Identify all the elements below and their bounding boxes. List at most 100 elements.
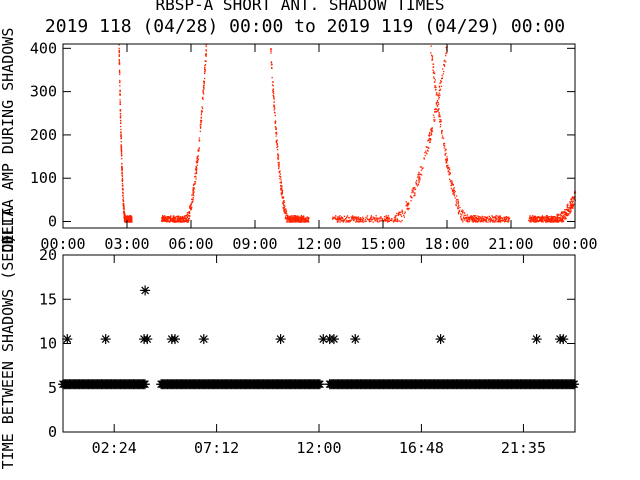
top-data-point (118, 51, 120, 54)
data-point (350, 334, 361, 345)
top-data-point (546, 215, 549, 217)
top-data-point (430, 45, 432, 47)
top-data-point (398, 220, 401, 222)
top-data-point (286, 221, 288, 223)
top-data-point (546, 216, 549, 218)
top-data-point (384, 219, 387, 221)
top-data-point (372, 216, 374, 218)
top-data-point (552, 221, 555, 223)
top-data-point (569, 203, 572, 205)
baseline-data-point (139, 379, 150, 390)
top-data-point (423, 157, 425, 159)
bottom-panel-frame (62, 254, 576, 433)
top-data-point (453, 192, 456, 194)
top-data-point (564, 215, 566, 218)
data-point (62, 334, 73, 345)
top-data-point (358, 218, 360, 221)
top-data-point (445, 159, 447, 161)
top-data-point (118, 54, 120, 57)
top-data-point (499, 218, 502, 220)
top-data-point (467, 216, 469, 218)
top-data-point (535, 217, 537, 219)
top-data-point (472, 219, 474, 221)
top-data-point (392, 220, 395, 222)
top-data-point (283, 204, 285, 206)
top-data-point (449, 180, 452, 182)
top-data-point (571, 206, 573, 209)
top-data-point (281, 186, 283, 188)
top-data-point (500, 216, 502, 219)
top-data-point (280, 182, 282, 184)
top-data-point (446, 159, 449, 161)
top-data-point (457, 198, 459, 201)
top-data-point (412, 187, 415, 190)
top-data-point (534, 215, 537, 218)
top-data-point (176, 221, 179, 223)
top-data-point (343, 219, 346, 222)
top-data-point (282, 196, 285, 198)
top-data-point (118, 47, 120, 49)
top-data-point (335, 218, 337, 220)
top-data-point (185, 219, 187, 222)
top-data-point (477, 216, 480, 218)
top-data-point (350, 216, 352, 218)
top-data-point (558, 216, 560, 219)
top-data-point (336, 219, 338, 221)
top-xtick-label: 06:00 (168, 235, 213, 253)
top-data-point (119, 112, 122, 115)
top-data-point (196, 161, 199, 163)
top-data-point (119, 89, 121, 91)
top-data-point (569, 212, 571, 214)
top-data-point (130, 218, 132, 220)
top-data-point (301, 216, 303, 219)
top-data-point (357, 216, 360, 218)
top-data-point (205, 49, 207, 51)
top-data-point (494, 216, 496, 218)
top-data-point (199, 125, 201, 127)
top-data-point (373, 217, 375, 219)
top-data-point (203, 80, 205, 82)
top-data-point (387, 221, 389, 223)
top-data-point (172, 220, 174, 222)
top-data-point (119, 79, 121, 82)
top-data-point (285, 214, 287, 216)
star-stroke (559, 335, 568, 343)
top-data-point (121, 170, 123, 172)
top-data-point (277, 164, 280, 166)
top-data-point (339, 218, 341, 220)
top-data-point (123, 213, 125, 215)
top-data-point (570, 204, 573, 206)
top-data-point (168, 221, 171, 223)
top-data-point (332, 216, 334, 218)
top-data-point (202, 96, 204, 99)
top-data-point (203, 84, 205, 86)
top-data-point (179, 219, 182, 221)
top-data-point (413, 187, 415, 189)
top-data-point (278, 167, 280, 170)
top-data-point (123, 204, 125, 206)
top-data-point (384, 218, 386, 220)
top-data-point (273, 104, 275, 106)
top-data-point (290, 221, 292, 223)
top-data-point (426, 149, 429, 151)
top-data-point (556, 213, 558, 216)
top-data-point (453, 189, 455, 192)
top-data-point (199, 123, 202, 126)
top-ytick-label: 300 (30, 83, 57, 101)
top-data-point (445, 61, 447, 63)
top-data-point (185, 217, 187, 220)
top-data-point (426, 146, 428, 149)
top-data-point (503, 217, 505, 220)
top-data-point (418, 181, 420, 183)
top-data-point (551, 221, 553, 223)
top-data-point (307, 219, 309, 221)
top-data-point (429, 141, 431, 143)
top-data-point (416, 176, 419, 178)
top-data-point (503, 221, 506, 223)
top-data-point (564, 217, 567, 219)
top-data-point (119, 115, 122, 117)
top-data-point (296, 215, 299, 217)
top-data-point (291, 216, 294, 219)
top-data-point (273, 95, 275, 97)
top-data-point (275, 132, 277, 134)
